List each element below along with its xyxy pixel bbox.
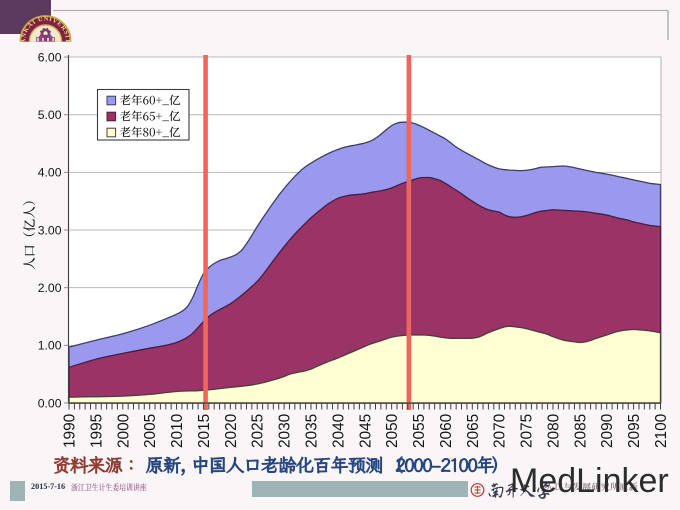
legend-label-60 bbox=[119, 94, 181, 106]
marker-vlines bbox=[203, 55, 412, 410]
legend-label-80 bbox=[119, 126, 181, 138]
area-series-2 bbox=[68, 325, 662, 404]
y-tick-label: 4.00 bbox=[38, 166, 62, 180]
x-tick-label: 2100 bbox=[653, 414, 670, 448]
bottom-branding bbox=[470, 482, 638, 499]
legend bbox=[96, 88, 190, 141]
series-areas bbox=[68, 121, 662, 404]
x-tick-label: 1990 bbox=[62, 414, 79, 448]
x-tick-label: 2070 bbox=[492, 414, 509, 448]
seal-emblem bbox=[36, 27, 55, 42]
y-tick-label: 3.00 bbox=[38, 223, 62, 237]
x-tick-label: 2005 bbox=[142, 414, 159, 448]
bottom-seal-icon bbox=[470, 483, 485, 497]
x-tick-label: 2060 bbox=[438, 414, 455, 448]
y-axis-labels: 0.00 1.00 2.00 3.00 4.00 5.00 6.00 bbox=[38, 50, 62, 410]
x-tick-label: 2045 bbox=[357, 414, 374, 448]
caption-text bbox=[145, 455, 498, 476]
legend-swatch-65 bbox=[106, 111, 117, 122]
y-tick-label: 0.00 bbox=[38, 396, 62, 410]
x-tick-label: 2090 bbox=[599, 414, 616, 448]
footer-venue bbox=[71, 483, 147, 492]
legend-label-65 bbox=[119, 110, 181, 122]
x-tick-label: 2040 bbox=[330, 414, 347, 448]
footer-left-square bbox=[10, 481, 25, 501]
x-tick-label: 2030 bbox=[277, 414, 294, 448]
x-tick-label: 1995 bbox=[88, 414, 105, 448]
x-tick-label: 2050 bbox=[384, 414, 401, 448]
legend-swatch-60 bbox=[106, 95, 117, 106]
x-tick-label: 2085 bbox=[572, 414, 589, 448]
seal-script-text bbox=[488, 482, 550, 499]
x-tick-label: 2000 bbox=[115, 414, 132, 448]
x-tick-label: 2010 bbox=[169, 414, 186, 448]
x-tick-label: 2025 bbox=[250, 414, 267, 448]
header-border-lines bbox=[46, 9, 669, 41]
x-axis-labels: 1990 1995 2000 2005 2010 2015 2020 2025 2030 2035… bbox=[62, 414, 671, 448]
y-tick-label: 6.00 bbox=[38, 50, 62, 64]
caption bbox=[53, 455, 498, 476]
y-tick-label: 2.00 bbox=[38, 281, 62, 295]
footer-date: 2015-7-16 bbox=[31, 482, 66, 491]
footer-right-bar bbox=[252, 481, 468, 497]
x-tick-label: 2035 bbox=[303, 414, 320, 448]
x-tick-label: 2080 bbox=[545, 414, 562, 448]
caption-prefix bbox=[53, 455, 133, 474]
x-tick-label: 2095 bbox=[626, 414, 643, 448]
y-tick-label: 1.00 bbox=[38, 339, 62, 353]
x-tick-label: 2075 bbox=[519, 414, 536, 448]
y-tick-label: 5.00 bbox=[38, 108, 62, 122]
axes bbox=[64, 55, 661, 410]
y-axis-title bbox=[23, 201, 36, 270]
x-tick-label: 2065 bbox=[465, 414, 482, 448]
x-tick-label: 2015 bbox=[196, 414, 213, 448]
x-tick-label: 2020 bbox=[223, 414, 240, 448]
legend-swatch-80 bbox=[106, 127, 117, 138]
x-tick-label: 2055 bbox=[411, 414, 428, 448]
watermark: MedLinker bbox=[510, 461, 669, 500]
